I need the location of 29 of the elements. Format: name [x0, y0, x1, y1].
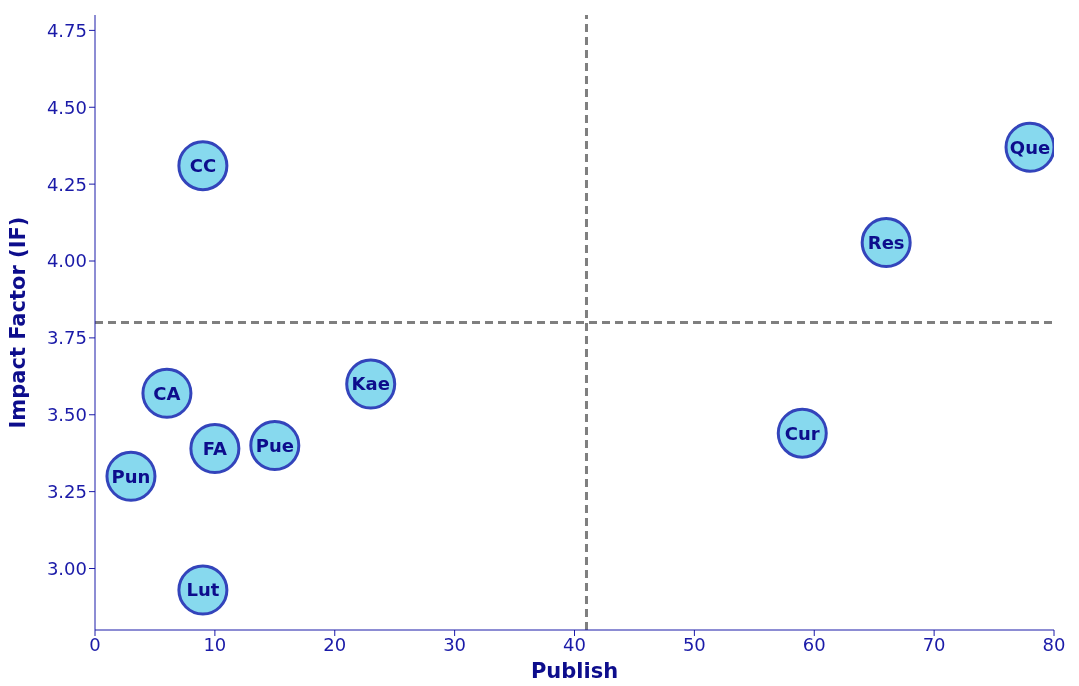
- y-tick-label: 3.00: [46, 557, 87, 579]
- x-tick-label: 10: [203, 633, 227, 655]
- annotation: Pun: [111, 465, 151, 487]
- y-tick-label: 4.00: [46, 250, 87, 272]
- annotation: Cur: [784, 422, 820, 444]
- y-tick-label: 4.75: [46, 19, 87, 41]
- x-tick-label: 70: [922, 633, 946, 655]
- x-tick-label: 30: [443, 633, 467, 655]
- x-tick-label: 0: [89, 633, 101, 655]
- x-tick-label: 60: [802, 633, 826, 655]
- annotation: Lut: [186, 579, 220, 601]
- annotation: FA: [202, 437, 228, 459]
- annotation: CA: [153, 382, 181, 404]
- annotation: CC: [189, 155, 217, 177]
- y-tick-label: 3.75: [46, 327, 87, 349]
- x-tick-label: 50: [682, 633, 706, 655]
- x-tick-label: 80: [1042, 633, 1066, 655]
- annotation: Pue: [255, 434, 294, 456]
- y-tick-label: 4.25: [46, 173, 87, 195]
- annotation: Res: [867, 231, 905, 253]
- x-axis-title: Publish: [530, 659, 619, 683]
- x-tick-label: 40: [563, 633, 586, 655]
- y-tick-label: 3.50: [46, 404, 87, 426]
- annotation: Kae: [351, 373, 390, 395]
- y-tick-label: 4.50: [46, 96, 87, 118]
- annotation: Que: [1009, 136, 1051, 158]
- y-tick-label: 3.25: [46, 481, 87, 503]
- x-tick-label: 20: [323, 633, 347, 655]
- y-axis-title: Impact Factor (IF): [6, 216, 31, 429]
